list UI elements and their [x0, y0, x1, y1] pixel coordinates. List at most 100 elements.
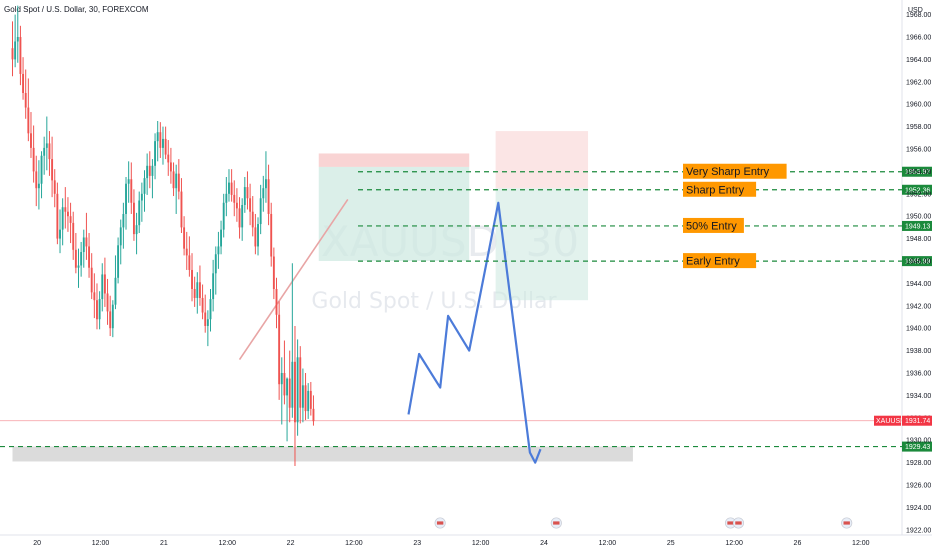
price-tick-label: 1962.00 — [906, 79, 931, 86]
candle-body — [172, 171, 175, 189]
candle-body — [154, 141, 157, 166]
candle-body — [90, 267, 93, 293]
candle-body — [43, 147, 46, 156]
candle-body — [80, 252, 83, 266]
price-tick-label: 1958.00 — [906, 124, 931, 131]
candle-body — [162, 138, 164, 148]
candle-body — [151, 165, 154, 176]
candle-body — [159, 132, 162, 148]
level-label: Very Sharp Entry — [686, 166, 770, 178]
candle-body — [280, 373, 283, 385]
candle-body — [201, 297, 204, 313]
level-price-tag-text: 1949.13 — [905, 223, 930, 230]
position-target-zone — [318, 166, 470, 261]
candle-body — [146, 165, 149, 179]
event-flag-stripe — [436, 521, 444, 525]
candle-body — [180, 191, 183, 228]
candle-body — [98, 299, 101, 320]
candle-body — [177, 173, 180, 192]
price-axis-panel — [902, 0, 932, 550]
time-tick-label: 12:00 — [218, 540, 236, 547]
candle-body — [156, 132, 159, 142]
candle-body — [27, 107, 30, 134]
candle-body — [22, 73, 25, 93]
candle-body — [127, 179, 130, 184]
level-label-bg — [683, 217, 744, 233]
candle-body — [109, 311, 112, 329]
level-price-tag — [902, 441, 932, 452]
candles — [11, 5, 315, 466]
candle-body — [35, 171, 38, 189]
candle-body — [106, 293, 109, 312]
candle-body — [24, 93, 27, 108]
current-price-tag-text: 1931.74 — [905, 418, 930, 425]
candle-body — [175, 173, 178, 189]
candle-body — [66, 211, 69, 217]
level-label: 50% Entry — [686, 220, 737, 232]
candle-body — [301, 385, 304, 408]
candle-body — [204, 312, 207, 326]
candle-body — [14, 41, 17, 60]
candle-body — [272, 256, 275, 289]
level-label: Sharp Entry — [686, 184, 745, 196]
level-price-tag — [902, 184, 932, 195]
price-tick-label: 1952.00 — [906, 191, 931, 198]
candle-body — [19, 37, 22, 74]
time-tick-label: 23 — [413, 540, 421, 547]
candle-body — [59, 229, 61, 239]
candle-body — [241, 205, 244, 228]
price-tick-label: 1966.00 — [906, 35, 931, 42]
price-tick-label: 1926.00 — [906, 483, 931, 490]
candle-body — [188, 255, 191, 270]
candle-body — [296, 357, 299, 423]
candle-body — [45, 143, 48, 148]
price-tick-label: 1922.00 — [906, 527, 931, 534]
candle-body — [82, 237, 85, 253]
time-tick-label: 25 — [667, 540, 675, 547]
time-tick-label: 12:00 — [472, 540, 490, 547]
time-tick-label: 12:00 — [92, 540, 110, 547]
candle-body — [96, 300, 98, 320]
candle-body — [249, 198, 252, 212]
candle-body — [122, 213, 125, 228]
candle-body — [304, 385, 307, 412]
candle-body — [286, 378, 289, 396]
target-box-lower — [495, 188, 589, 301]
candle-body — [230, 182, 233, 195]
candle-body — [294, 361, 296, 423]
price-tick-label: 1928.00 — [906, 460, 931, 467]
price-tick-label: 1964.00 — [906, 57, 931, 64]
trendline — [238, 198, 349, 361]
candle-body — [238, 208, 241, 228]
candle-body — [257, 224, 259, 247]
level-price-tag-text: 1945.99 — [905, 259, 930, 266]
candle-body — [209, 299, 212, 320]
level-price-tag — [902, 220, 932, 231]
price-tick-label: 1934.00 — [906, 393, 931, 400]
event-flag-stripe — [735, 521, 742, 525]
time-tick-label: 22 — [287, 540, 295, 547]
candle-body — [288, 378, 291, 408]
level-price-tag — [902, 256, 932, 267]
candle-body — [37, 183, 40, 189]
candle-body — [53, 180, 56, 194]
price-tick-label: 1950.00 — [906, 214, 931, 221]
candle-body — [11, 48, 14, 60]
symbol-price-tag-text: XAUUSD — [876, 418, 905, 425]
support-zone — [12, 446, 633, 462]
candle-body — [193, 289, 196, 298]
candle-body — [185, 248, 188, 256]
price-tick-label: 1940.00 — [906, 326, 931, 333]
candle-body — [74, 249, 77, 268]
candle-body — [143, 178, 146, 194]
projection-path — [407, 201, 542, 464]
candle-body — [56, 193, 59, 239]
candle-body — [259, 198, 262, 225]
candle-body — [307, 390, 310, 412]
candle-body — [206, 319, 209, 326]
candle-body — [235, 202, 238, 209]
price-tick-label: 1924.00 — [906, 505, 931, 512]
candle-body — [220, 229, 223, 247]
candle-body — [278, 314, 281, 385]
